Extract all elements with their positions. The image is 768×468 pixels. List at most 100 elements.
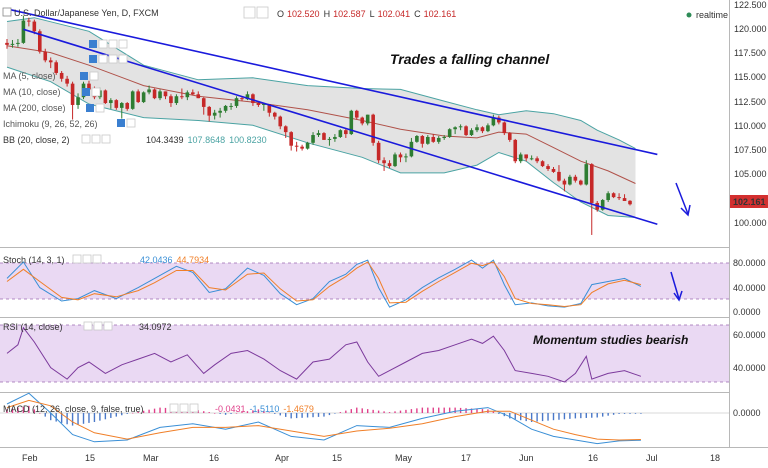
- macd-hist-bar: [476, 408, 478, 413]
- panel-separators: [0, 0, 768, 448]
- candles: [5, 15, 632, 235]
- macd-hist-bar: [377, 410, 380, 413]
- candle-body: [70, 83, 75, 105]
- rsi-legend[interactable]: RSI (14, close): [3, 322, 63, 332]
- macd-buttons[interactable]: [169, 403, 199, 413]
- macd-hist-bar: [164, 407, 167, 413]
- low-value: 102.041: [378, 9, 411, 19]
- candle-body: [245, 94, 250, 100]
- candle-body: [589, 164, 594, 203]
- macd-hist-bar: [126, 413, 128, 414]
- candle: [524, 154, 528, 162]
- candle-body: [212, 112, 217, 116]
- candle: [114, 99, 119, 110]
- symbol-dropdown-icon[interactable]: [2, 7, 12, 17]
- macd-hist-bar: [585, 413, 587, 418]
- candle: [398, 152, 403, 163]
- stoch-down-arrow: [670, 271, 683, 302]
- candle: [497, 115, 501, 125]
- macd-axis[interactable]: 0.0000: [733, 408, 761, 418]
- macd-tick: 0.0000: [733, 408, 761, 418]
- candle-body: [234, 98, 239, 106]
- stoch-legend[interactable]: Stoch (14, 3, 1): [3, 255, 65, 265]
- ma200-buttons[interactable]: [86, 103, 105, 113]
- macd-hist-bar: [372, 409, 374, 413]
- macd-hist-bar: [148, 409, 150, 413]
- symbol-title[interactable]: U.S. Dollar/Japanese Yen, D, FXCM: [14, 8, 159, 18]
- macd-hist-bar: [591, 413, 593, 418]
- candle: [32, 19, 37, 35]
- candle: [136, 89, 140, 104]
- candle-body: [622, 198, 627, 201]
- eye-toggle-button[interactable]: [243, 6, 256, 19]
- candle: [535, 156, 539, 164]
- candle-body: [469, 130, 474, 136]
- macd-hist-bar: [66, 413, 68, 425]
- candle: [37, 29, 42, 54]
- bb-upper-band: [6, 17, 636, 150]
- price-tick: 112.500: [734, 97, 766, 107]
- candle-body: [256, 103, 261, 105]
- ma10-legend[interactable]: MA (10, close): [3, 87, 61, 97]
- candle: [415, 135, 419, 143]
- candle: [196, 91, 201, 99]
- ma200-legend[interactable]: MA (200, close): [3, 103, 66, 113]
- candle: [169, 94, 173, 107]
- candle: [546, 164, 550, 171]
- candle: [48, 57, 53, 69]
- candle-body: [27, 20, 31, 22]
- candle-body: [426, 136, 430, 144]
- price-axis[interactable]: 122.500 120.000 117.500 115.000 112.500 …: [730, 0, 768, 228]
- ichimoku-buttons[interactable]: [117, 118, 136, 128]
- macd-hist-bar: [541, 413, 544, 422]
- macd-hist-bar: [629, 413, 631, 414]
- macd-hist-bar: [399, 410, 402, 413]
- macd-hist-bar: [252, 410, 254, 413]
- ma5-legend[interactable]: MA (5, close): [3, 71, 56, 81]
- macd-hist-bar: [110, 413, 112, 418]
- candle: [316, 130, 321, 137]
- macd-hist-bar: [6, 409, 8, 413]
- settings-button[interactable]: [256, 6, 269, 19]
- macd-hist-bar: [33, 409, 36, 413]
- candle-body: [513, 139, 518, 162]
- candle: [502, 121, 507, 136]
- ichimoku-legend[interactable]: Ichimoku (9, 26, 52, 26): [3, 119, 98, 129]
- candle: [16, 39, 20, 47]
- candle-body: [507, 133, 512, 140]
- open-label: O: [277, 9, 284, 19]
- rsi-buttons[interactable]: [83, 321, 113, 331]
- macd-hist-bar: [213, 413, 216, 414]
- macd-legend[interactable]: MACD (12, 26, close, 9, false, true): [3, 404, 144, 414]
- macd-hist-bar: [388, 412, 391, 413]
- candle-body: [158, 91, 162, 99]
- candle: [579, 179, 583, 186]
- candle-body: [109, 100, 113, 104]
- stoch-axis[interactable]: 80.0000 40.0000 0.0000: [733, 258, 766, 317]
- bb-lower-band: [6, 66, 636, 218]
- candle-body: [404, 156, 408, 158]
- ma5-buttons[interactable]: [80, 71, 99, 81]
- candle-body: [393, 154, 397, 167]
- time-tick: 18: [710, 453, 720, 463]
- indicator-buttons-row-2[interactable]: [89, 54, 128, 64]
- rsi-axis[interactable]: 60.0000 40.0000: [733, 330, 766, 373]
- macd-hist-bar: [618, 413, 620, 414]
- ma10-buttons[interactable]: [82, 87, 101, 97]
- time-axis[interactable]: Feb 15 Mar 16 Apr 15 May 17 Jun 16 Jul 1…: [22, 453, 720, 463]
- candle-body: [327, 138, 332, 140]
- indicator-buttons-row-1[interactable]: [89, 39, 128, 49]
- candle: [158, 89, 162, 101]
- candle-body: [174, 96, 179, 104]
- bb-buttons[interactable]: [81, 134, 111, 144]
- candle-body: [180, 96, 184, 98]
- stoch-buttons[interactable]: [72, 254, 102, 264]
- time-tick: Jun: [519, 453, 534, 463]
- candle-body: [185, 92, 190, 98]
- candle: [480, 126, 485, 134]
- candle-body: [606, 193, 610, 201]
- candle-body: [223, 105, 228, 111]
- channel-lower-line: [23, 28, 658, 226]
- bb-legend[interactable]: BB (20, close, 2): [3, 135, 70, 145]
